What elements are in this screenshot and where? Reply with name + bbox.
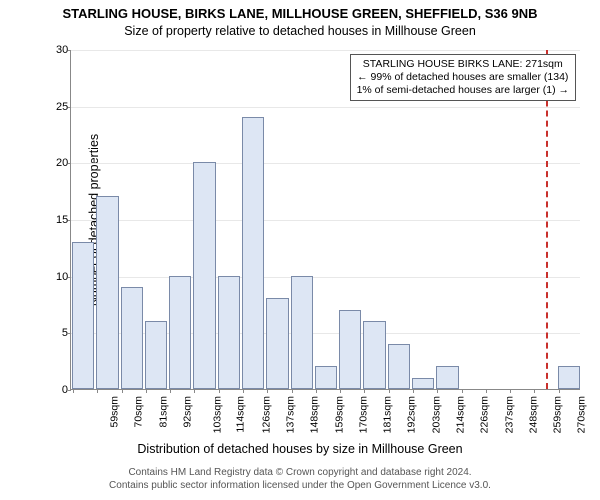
chart-title-sub: Size of property relative to detached ho… (0, 24, 600, 38)
x-tick-label: 248sqm (527, 396, 539, 433)
x-tick-mark (340, 390, 341, 393)
histogram-bar (315, 366, 337, 389)
annotation-line: 1% of semi-detached houses are larger (1… (357, 84, 569, 97)
x-tick-label: 148sqm (309, 396, 321, 433)
x-tick-label: 92sqm (181, 396, 193, 428)
x-tick-label: 137sqm (284, 396, 296, 433)
x-tick-mark (170, 390, 171, 393)
x-tick-mark (389, 390, 390, 393)
y-tick-label: 15 (56, 214, 68, 226)
x-tick-label: 203sqm (430, 396, 442, 433)
chart-title-main: STARLING HOUSE, BIRKS LANE, MILLHOUSE GR… (0, 6, 600, 21)
footer-line-1: Contains HM Land Registry data © Crown c… (0, 466, 600, 479)
grid-line (71, 107, 580, 108)
histogram-bar (339, 310, 361, 389)
histogram-bar (218, 276, 240, 389)
histogram-bar (72, 242, 94, 389)
y-tick-mark (68, 50, 71, 51)
annotation-box: STARLING HOUSE BIRKS LANE: 271sqm← 99% o… (350, 54, 576, 101)
y-tick-label: 10 (56, 271, 68, 283)
histogram-bar (291, 276, 313, 389)
x-tick-label: 270sqm (576, 396, 588, 433)
histogram-bar (96, 196, 118, 389)
x-axis-label: Distribution of detached houses by size … (0, 442, 600, 456)
histogram-bar (145, 321, 167, 389)
grid-line (71, 220, 580, 221)
x-tick-label: 170sqm (357, 396, 369, 433)
x-tick-mark (292, 390, 293, 393)
x-tick-label: 259sqm (551, 396, 563, 433)
x-tick-label: 237sqm (503, 396, 515, 433)
x-tick-label: 114sqm (235, 396, 247, 433)
footer-line-2: Contains public sector information licen… (0, 479, 600, 492)
x-tick-label: 70sqm (133, 396, 145, 428)
grid-line (71, 277, 580, 278)
grid-line (71, 163, 580, 164)
x-tick-mark (267, 390, 268, 393)
y-tick-label: 5 (56, 327, 68, 339)
histogram-bar (436, 366, 458, 389)
grid-line (71, 50, 580, 51)
x-tick-mark (510, 390, 511, 393)
histogram-bar (193, 162, 215, 389)
x-tick-mark (559, 390, 560, 393)
x-tick-label: 81sqm (157, 396, 169, 428)
x-tick-label: 226sqm (479, 396, 491, 433)
histogram-bar (169, 276, 191, 389)
x-tick-label: 181sqm (381, 396, 393, 433)
x-tick-mark (73, 390, 74, 393)
x-tick-label: 126sqm (260, 396, 272, 433)
histogram-bar (363, 321, 385, 389)
x-tick-mark (219, 390, 220, 393)
x-tick-mark (243, 390, 244, 393)
x-tick-mark (146, 390, 147, 393)
x-tick-mark (97, 390, 98, 393)
y-tick-label: 30 (56, 44, 68, 56)
x-tick-mark (194, 390, 195, 393)
y-tick-mark (68, 220, 71, 221)
x-tick-mark (316, 390, 317, 393)
histogram-bar (242, 117, 264, 389)
x-tick-mark (486, 390, 487, 393)
y-tick-mark (68, 277, 71, 278)
annotation-line: STARLING HOUSE BIRKS LANE: 271sqm (357, 58, 569, 71)
y-tick-mark (68, 333, 71, 334)
histogram-bar (412, 378, 434, 389)
histogram-bar (266, 298, 288, 389)
x-tick-mark (534, 390, 535, 393)
y-tick-mark (68, 107, 71, 108)
y-tick-label: 25 (56, 101, 68, 113)
x-tick-mark (462, 390, 463, 393)
y-tick-mark (68, 163, 71, 164)
x-tick-mark (122, 390, 123, 393)
histogram-bar (388, 344, 410, 389)
x-tick-mark (437, 390, 438, 393)
histogram-bar (121, 287, 143, 389)
annotation-line: ← 99% of detached houses are smaller (13… (357, 71, 569, 84)
chart-container: STARLING HOUSE, BIRKS LANE, MILLHOUSE GR… (0, 0, 600, 500)
x-tick-label: 59sqm (108, 396, 120, 428)
y-tick-mark (68, 390, 71, 391)
x-tick-label: 192sqm (406, 396, 418, 433)
x-tick-label: 214sqm (454, 396, 466, 433)
footer-text: Contains HM Land Registry data © Crown c… (0, 466, 600, 492)
x-tick-mark (413, 390, 414, 393)
y-tick-label: 20 (56, 157, 68, 169)
x-tick-mark (364, 390, 365, 393)
x-tick-label: 159sqm (333, 396, 345, 433)
histogram-bar (558, 366, 580, 389)
x-tick-label: 103sqm (211, 396, 223, 433)
y-tick-label: 0 (56, 384, 68, 396)
